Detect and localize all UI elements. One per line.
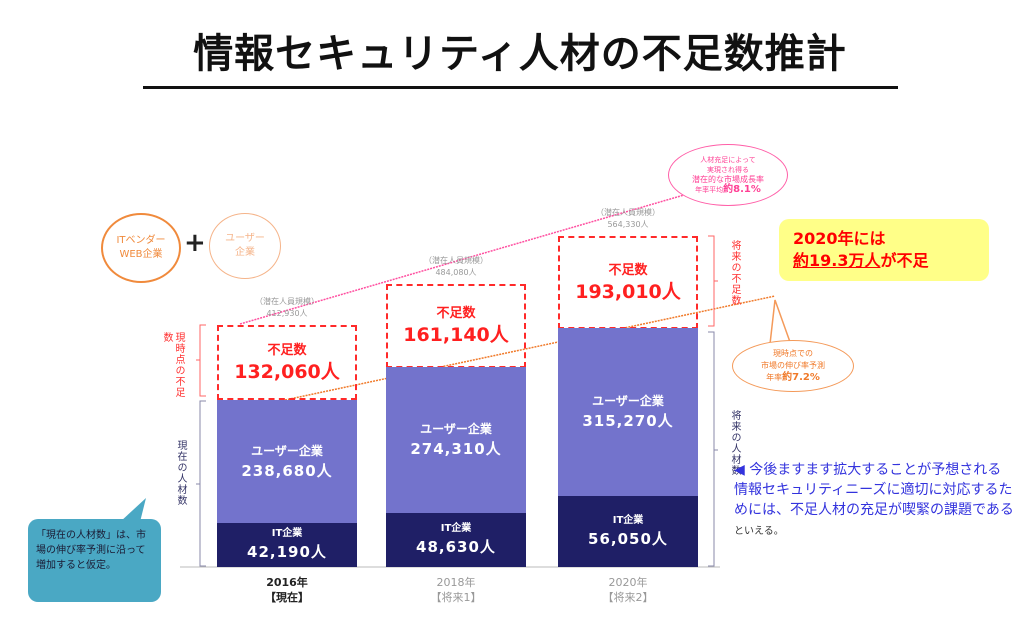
- arrow-left-icon: ◀: [734, 462, 745, 478]
- shortage-highlight-box: 2020年には 約19.3万人が不足: [779, 219, 989, 281]
- bar1-potential-label: （潜在人員規模）: [255, 297, 319, 306]
- bar3-potential-value: 564,330人: [607, 220, 649, 229]
- bar1-period: 【現在】: [265, 591, 309, 604]
- bar3-user-label: ユーザー企業: [592, 394, 664, 408]
- future-shortage-label: 将来の不足数: [729, 240, 740, 306]
- future-workforce-label: 将来の人材数: [729, 410, 740, 476]
- bar2-x-label: 2018年 【将来1】: [386, 575, 526, 605]
- bar3-shortage-box: 不足数 193,010人: [558, 236, 698, 329]
- bar3-potential: （潜在人員規模） 564,330人: [558, 207, 698, 231]
- bar2-potential-label: （潜在人員規模）: [424, 256, 488, 265]
- bar3-year: 2020年: [608, 576, 648, 589]
- conclusion-note: ◀ 今後ますます拡大することが予想される情報セキュリティニーズに適切に対応するた…: [734, 460, 1014, 542]
- bar3-potential-label: （潜在人員規模）: [596, 208, 660, 217]
- current-workforce-label: 現在の人材数: [175, 440, 186, 506]
- bar1-it-segment: IT企業 42,190人: [217, 523, 357, 567]
- pink-line4-prefix: 年率平均: [695, 186, 724, 194]
- bar1-x-label: 2016年 【現在】: [217, 575, 357, 605]
- bar2-shortage-label: 不足数: [436, 306, 476, 321]
- bar2-year: 2018年: [436, 576, 476, 589]
- orange-line1: 現時点での: [773, 349, 813, 358]
- conclusion-tail: といえる。: [734, 526, 784, 537]
- bar1-shortage-label: 不足数: [267, 342, 307, 358]
- bar2-potential: （潜在人員規模） 484,080人: [386, 255, 526, 279]
- bar3-user-segment: ユーザー企業 315,270人: [558, 328, 698, 496]
- orange-line2: 市場の伸び率予測: [761, 361, 825, 370]
- bar3-x-label: 2020年 【将来2】: [558, 575, 698, 605]
- highlight-line1: 2020年には: [793, 229, 886, 248]
- bar1-shortage-value: 132,060人: [234, 360, 340, 383]
- current-shortage-label: 現時点の不足数: [161, 332, 184, 398]
- legend-user-line2: 企業: [235, 247, 255, 258]
- bar1-it-label: IT企業: [271, 528, 303, 539]
- bar1-potential-value: 412,930人: [266, 309, 308, 318]
- bar2-period: 【将来1】: [430, 591, 482, 604]
- bar1-year: 2016年: [266, 576, 308, 589]
- assumption-bubble: 「現在の人材数」は、市場の伸び率予測に沿って増加すると仮定。: [28, 519, 161, 602]
- bar3-shortage-value: 193,010人: [575, 280, 681, 303]
- legend-it-line1: ITベンダー: [116, 235, 166, 246]
- bar1-potential: （潜在人員規模） 412,930人: [217, 296, 357, 320]
- bar3-it-value: 56,050人: [588, 529, 668, 548]
- bar3-it-segment: IT企業 56,050人: [558, 496, 698, 567]
- bar3-user-value: 315,270人: [582, 412, 674, 430]
- bar2-shortage-value: 161,140人: [403, 324, 509, 346]
- potential-growth-callout: 人材充足によって 実現され得る 潜在的な市場成長率 年率平均約8.1%: [668, 144, 788, 206]
- bar2-user-segment: ユーザー企業 274,310人: [386, 367, 526, 513]
- bar2-user-label: ユーザー企業: [420, 422, 492, 436]
- pink-growth-rate: 約8.1%: [723, 184, 761, 195]
- legend-it-line2: WEB企業: [119, 249, 163, 260]
- page-title: 情報セキュリティ人材の不足数推計: [193, 31, 847, 77]
- pink-line1: 人材充足によって: [700, 156, 756, 164]
- bar2-potential-value: 484,080人: [435, 268, 477, 277]
- conclusion-text: 今後ますます拡大することが予想される情報セキュリティニーズに適切に対応するために…: [734, 462, 1014, 518]
- bar2-it-label: IT企業: [440, 523, 472, 534]
- pink-line3: 潜在的な市場成長率: [692, 175, 764, 184]
- bar1-user-segment: ユーザー企業 238,680人: [217, 400, 357, 523]
- highlight-line2-rest: が不足: [880, 251, 929, 270]
- forecast-growth-callout: 現時点での 市場の伸び率予測 年率約7.2%: [732, 340, 854, 392]
- bar1-user-value: 238,680人: [241, 461, 333, 480]
- bar3-it-label: IT企業: [612, 514, 644, 526]
- highlight-amount: 約19.3万人: [793, 251, 881, 270]
- bar1-it-value: 42,190人: [247, 543, 327, 561]
- potential-growth-line: [239, 185, 716, 325]
- bar2-it-value: 48,630人: [416, 538, 496, 556]
- bar2-shortage-box: 不足数 161,140人: [386, 284, 526, 368]
- legend-it-vendor-circle: ITベンダー WEB企業: [101, 213, 181, 283]
- bar2-it-segment: IT企業 48,630人: [386, 513, 526, 567]
- orange-growth-rate: 約7.2%: [782, 372, 820, 383]
- forecast-growth-line: [284, 295, 776, 401]
- bar1-shortage-box: 不足数 132,060人: [217, 325, 357, 400]
- orange-line3-prefix: 年率: [766, 373, 783, 382]
- bar1-user-label: ユーザー企業: [251, 443, 323, 458]
- plus-icon: +: [184, 228, 206, 258]
- legend-user-circle: ユーザー 企業: [209, 213, 281, 279]
- bar3-shortage-label: 不足数: [608, 262, 648, 278]
- bar2-user-value: 274,310人: [410, 440, 502, 458]
- title-underline: [143, 86, 898, 89]
- bar3-period: 【将来2】: [602, 591, 654, 604]
- pink-line2: 実現され得る: [707, 166, 749, 174]
- legend-user-line1: ユーザー: [225, 233, 265, 244]
